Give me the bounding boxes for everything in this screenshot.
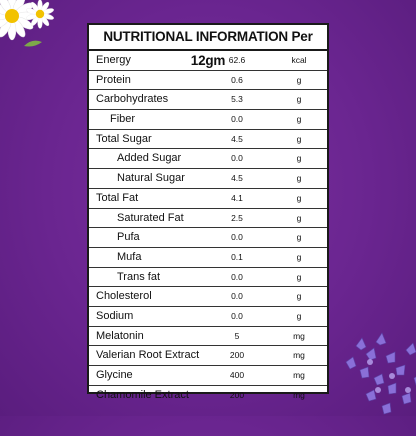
nutrient-value: 200 [229, 389, 245, 400]
nutrient-unit: g [296, 271, 302, 282]
nutrient-name: Cholesterol [96, 290, 152, 303]
nutrient-value: 5.3 [231, 94, 243, 105]
nutrient-name: Glycine [96, 369, 133, 381]
nutrient-name: Carbohydrates [96, 93, 169, 106]
nutrient-value: 4.5 [231, 133, 243, 144]
nutrient-row: Pufa 0.0 g [89, 228, 327, 248]
nutrient-unit: g [296, 310, 302, 321]
nutrient-row: Cholesterol 0.0 g [89, 287, 327, 307]
nutrient-unit: g [296, 291, 302, 302]
nutrient-unit: g [296, 212, 302, 223]
nutrient-unit: g [296, 114, 302, 125]
nutrient-row: Natural Sugar 4.5 g [89, 169, 327, 189]
nutrient-unit: g [296, 173, 302, 184]
lavender-flower-image [345, 332, 416, 415]
nutrient-unit: g [296, 94, 302, 105]
nutrient-name: Sodium [96, 309, 134, 322]
nutrient-unit: mg [293, 350, 305, 361]
nutrient-name: Natural Sugar [117, 172, 185, 185]
nutrient-value: 400 [229, 370, 245, 380]
nutrient-unit: kcal [291, 55, 307, 65]
nutrient-value: 4.1 [231, 192, 243, 203]
nutrient-row: Added Sugar 0.0 g [89, 149, 327, 170]
nutrient-unit: g [296, 192, 302, 203]
nutrient-unit: g [296, 74, 302, 85]
nutrient-row: Saturated Fat 2.5 g [89, 209, 327, 229]
nutrient-unit: g [296, 251, 302, 262]
nutrient-row: Trans fat 0.0 g [89, 268, 327, 288]
nutrient-name: Added Sugar [117, 152, 182, 165]
nutrition-rows: Energy 62.6 kcal Protein 0.6 g Carbohydrates 5.… [89, 51, 327, 405]
nutrient-unit: g [296, 232, 302, 243]
nutrient-unit: g [296, 133, 302, 144]
nutrient-value: 5 [234, 330, 240, 341]
nutrient-row: Protein 0.6 g [89, 71, 327, 91]
nutrient-name: Valerian Root Extract [96, 349, 200, 362]
nutrient-name: Saturated Fat [117, 211, 184, 224]
nutrient-value: 2.5 [231, 212, 243, 223]
nutrient-name: Trans fat [117, 270, 160, 283]
nutrient-row: Total Sugar 4.5 g [89, 130, 327, 150]
nutrient-name: Chamomile Extract [96, 388, 189, 401]
nutrient-value: 0.0 [231, 232, 243, 243]
nutrient-name: Total Sugar [96, 132, 152, 145]
nutrient-value: 0.0 [231, 291, 243, 302]
nutrient-row: Melatonin 5 mg [89, 327, 327, 347]
nutrient-value: 0.0 [231, 271, 243, 282]
nutrient-row: Chamomile Extract 200 mg [89, 386, 327, 406]
nutrient-value: 200 [229, 350, 245, 361]
nutrient-row: Sodium 0.0 g [89, 307, 327, 327]
nutrient-row: Carbohydrates 5.3 g [89, 90, 327, 111]
nutrient-unit: mg [293, 370, 305, 380]
nutrient-row: Glycine 400 mg [89, 366, 327, 386]
nutrient-value: 0.6 [231, 74, 243, 85]
chamomile-flower-image [0, 0, 54, 47]
nutrient-value: 4.5 [231, 173, 243, 184]
nutrient-name: Mufa [117, 250, 142, 263]
nutrient-name: Protein [96, 73, 131, 86]
nutrient-value: 62.6 [228, 55, 246, 65]
nutrient-value: 0.0 [231, 114, 243, 125]
nutrient-row: Fiber 0.0 g [89, 110, 327, 130]
nutrient-name: Energy [96, 54, 131, 66]
nutrient-name: Melatonin [96, 329, 144, 342]
nutrient-value: 0.1 [231, 251, 243, 262]
nutrient-row: Energy 62.6 kcal [89, 51, 327, 71]
nutrient-value: 0.0 [231, 153, 243, 164]
nutrition-table-title: NUTRITIONAL INFORMATION Per 12gm [89, 25, 327, 68]
nutrient-unit: mg [293, 389, 305, 400]
nutrient-row: Mufa 0.1 g [89, 248, 327, 268]
nutrient-unit: mg [293, 330, 305, 341]
nutrient-name: Pufa [117, 231, 140, 244]
nutrient-name: Fiber [110, 113, 136, 126]
nutrition-facts-table: NUTRITIONAL INFORMATION Per 12gm Energy 6… [87, 23, 329, 401]
nutrient-row: Total Fat 4.1 g [89, 189, 327, 209]
nutrient-row: Valerian Root Extract 200 mg [89, 346, 327, 366]
nutrient-value: 0.0 [231, 310, 243, 321]
nutrient-name: Total Fat [96, 191, 139, 204]
nutrient-unit: g [296, 153, 302, 164]
